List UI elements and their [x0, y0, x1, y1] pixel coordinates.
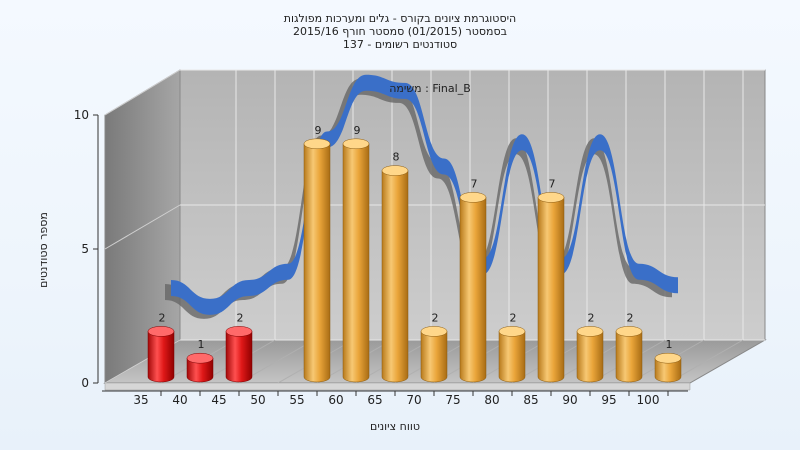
x-tick-label: 55	[289, 393, 304, 407]
data-label: 2	[159, 311, 166, 324]
x-tick-label: 40	[172, 393, 187, 407]
bar-top	[615, 326, 643, 337]
data-label: 2	[627, 311, 634, 324]
x-tick-label: 100	[637, 393, 660, 407]
data-label: 2	[432, 311, 439, 324]
bar	[303, 138, 331, 383]
data-label: 9	[315, 124, 322, 137]
bar	[615, 326, 643, 383]
data-label: 2	[588, 311, 595, 324]
bar-top	[381, 165, 409, 176]
bar	[147, 326, 175, 383]
chart-floor-edge	[104, 382, 691, 391]
chart-title-line-1: היסטוגרמת ציונים בקורס - גלים ומערכות מפ…	[284, 12, 516, 25]
bar-body	[303, 143, 331, 383]
bar-top	[342, 138, 370, 150]
data-label: 2	[510, 311, 517, 324]
bar-top	[225, 326, 253, 337]
y-axis-ticks: 0 5 10	[74, 108, 98, 390]
x-tick-label: 35	[133, 393, 148, 407]
gridline-left-wall	[104, 204, 181, 250]
bar	[498, 326, 526, 383]
bar	[381, 165, 409, 383]
bar-top	[576, 326, 604, 337]
gridlines	[104, 69, 765, 384]
chart-title-line-3: סטודנטים רשומים - 137	[343, 38, 457, 51]
bar	[342, 138, 370, 383]
bar	[654, 352, 682, 383]
bar-body	[498, 331, 526, 383]
bar-top	[537, 192, 565, 203]
bar-top	[498, 326, 526, 337]
x-tick-label: 70	[406, 393, 421, 407]
x-axis-title: טווח ציונים	[370, 420, 420, 433]
y-tick-label: 0	[81, 376, 89, 390]
bar-top	[186, 352, 214, 364]
bar-top	[303, 138, 331, 150]
bar-body	[381, 170, 409, 383]
bar-top	[420, 326, 448, 337]
bar-top	[147, 326, 175, 337]
x-tick-label: 60	[328, 393, 343, 407]
bar-top	[459, 192, 487, 203]
x-tick-label: 45	[211, 393, 226, 407]
x-tick-label: 50	[250, 393, 265, 407]
bar	[576, 326, 604, 383]
bar-body	[420, 331, 448, 383]
data-label: 9	[354, 124, 361, 137]
data-labels: 2 1 2 9 9 8 2 7 2 7 2 2 1	[159, 124, 673, 351]
data-label: 7	[471, 177, 478, 190]
bar	[420, 326, 448, 383]
y-tick-label: 5	[81, 242, 89, 256]
x-tick-label: 65	[367, 393, 382, 407]
bar-top	[654, 352, 682, 364]
x-tick-label: 90	[562, 393, 577, 407]
data-label: 8	[393, 151, 400, 164]
bar-body	[576, 331, 604, 383]
bar-body	[225, 331, 253, 383]
bar	[225, 326, 253, 383]
bar	[537, 192, 565, 383]
bar-body	[537, 197, 565, 383]
data-label: 1	[666, 338, 673, 351]
bar	[186, 352, 214, 383]
y-axis-title: מספר סטודנטים	[37, 212, 50, 288]
bar-body	[186, 357, 214, 383]
bar-body	[615, 331, 643, 383]
y-tick-label: 10	[74, 108, 89, 122]
x-tick-label: 95	[601, 393, 616, 407]
chart-title-line-2: בסמסטר (01/2015) סמסטר חורף 2015/16	[293, 25, 507, 38]
x-axis-ticks: 35 40 45 50 55 60 65 70 75 80 85 90 95 100	[133, 391, 669, 407]
data-label: 2	[237, 311, 244, 324]
bar-body	[654, 357, 682, 383]
x-tick-label: 85	[523, 393, 538, 407]
data-label: 1	[198, 338, 205, 351]
data-label: 7	[549, 177, 556, 190]
x-tick-label: 80	[484, 393, 499, 407]
bar-body	[342, 143, 370, 383]
bar	[459, 192, 487, 383]
gridline-left-wall	[104, 69, 181, 116]
x-tick-label: 75	[445, 393, 460, 407]
bar-body	[147, 331, 175, 383]
bars	[147, 138, 682, 383]
task-label: משימה : Final_B	[389, 82, 471, 95]
bar-body	[459, 197, 487, 383]
